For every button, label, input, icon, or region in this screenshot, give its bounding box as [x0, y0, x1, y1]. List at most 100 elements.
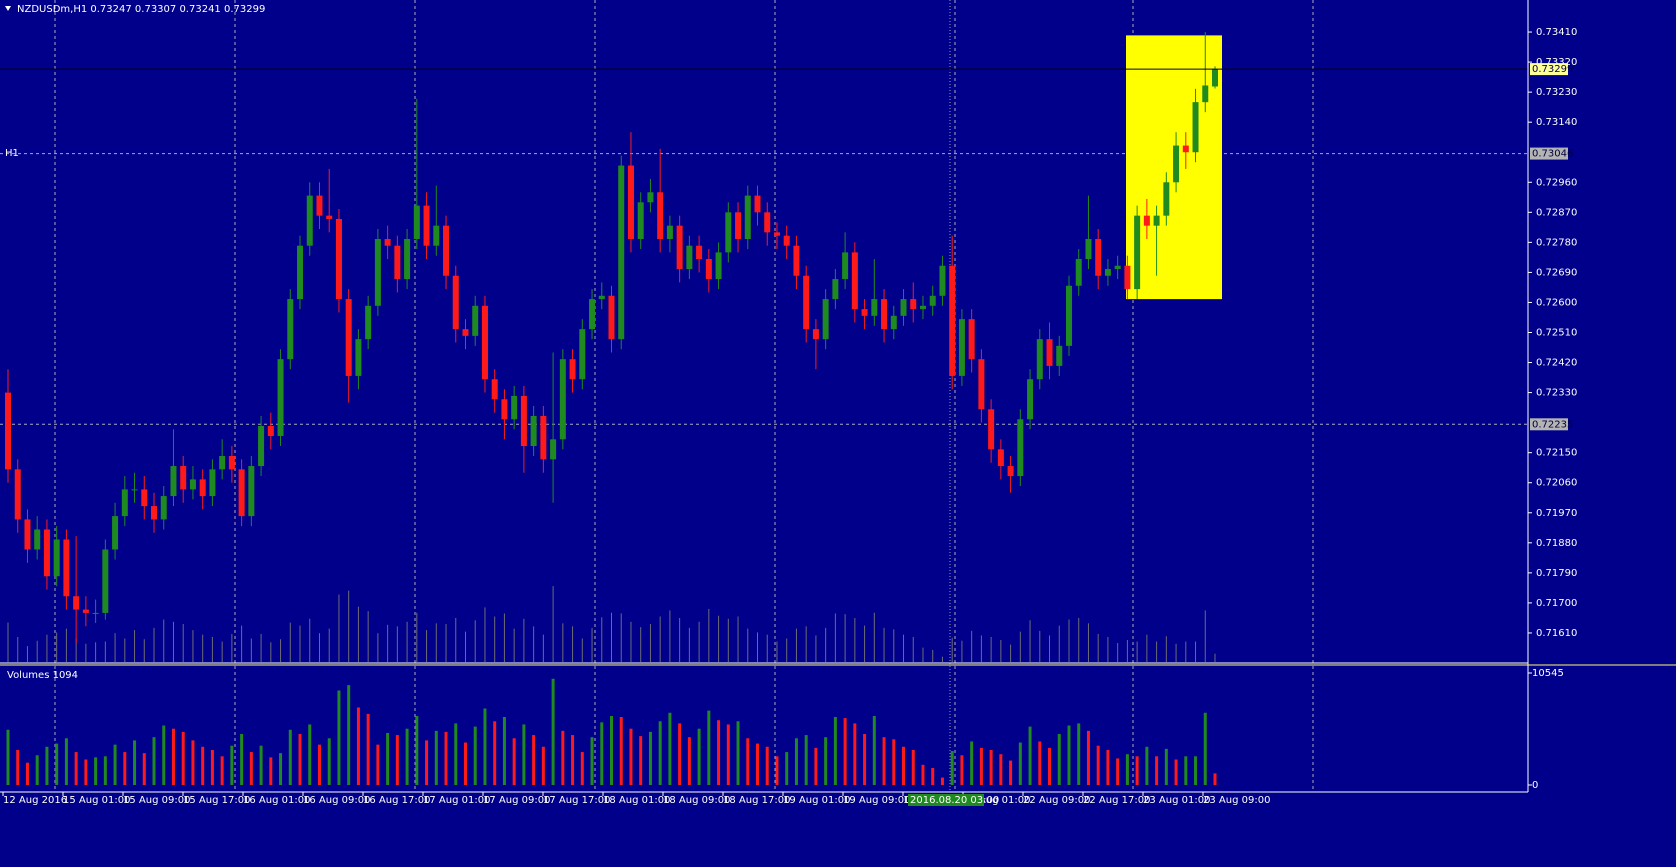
candle-body [744, 195, 751, 240]
plot-layer [0, 32, 1528, 785]
candle-body [715, 252, 722, 280]
chart-header: NZDUSDm,H1 0.73247 0.73307 0.73241 0.732… [17, 4, 265, 15]
y-tick-label: 0.72870 [1536, 207, 1577, 218]
candle-body [764, 212, 771, 233]
candle-body [559, 359, 566, 440]
candle-body [520, 395, 527, 447]
y-tick-label: 0.72600 [1536, 297, 1577, 308]
candle-body [842, 252, 849, 280]
x-tick-label: 15 Aug 01:00 [63, 795, 130, 806]
candle-body [822, 299, 829, 340]
candle-body [589, 299, 596, 330]
candle-body [404, 239, 411, 280]
candle-body [73, 596, 80, 610]
candle-body [579, 329, 586, 380]
candle-body [316, 195, 323, 216]
candle-body [550, 439, 557, 460]
candle-body [1143, 215, 1150, 226]
x-tick-label: 18 Aug 09:00 [663, 795, 730, 806]
candle-body [871, 299, 878, 316]
candle-body [384, 239, 391, 246]
level-tag-label: 0.73046 [1532, 149, 1573, 160]
x-tick-label: 18 Aug 01:00 [603, 795, 670, 806]
candle-body [1065, 285, 1072, 346]
y-tick-label: 0.73230 [1536, 87, 1577, 98]
volume-tick-label: 10545 [1532, 668, 1564, 679]
candle-body [851, 252, 858, 310]
candle-body [1212, 69, 1218, 87]
candle-body [34, 529, 41, 550]
candle-body [861, 309, 868, 316]
candle-body [1027, 379, 1034, 420]
x-tick-label: 12 Aug 2016 [3, 795, 67, 806]
candle-body [277, 359, 284, 436]
x-tick-label: 22 Aug 01:00 [963, 795, 1030, 806]
candle-body [1036, 339, 1043, 380]
candle-body [1163, 182, 1170, 216]
x-tick-label: 17 Aug 17:00 [543, 795, 610, 806]
candle-body [666, 225, 673, 240]
candle-body [82, 609, 89, 613]
candle-body [306, 195, 313, 246]
y-tick-label: 0.72060 [1536, 478, 1577, 489]
candle-body [1017, 419, 1024, 477]
candle-body [92, 612, 99, 614]
candle-body [910, 299, 917, 310]
candle-body [209, 469, 216, 497]
candle-body [267, 425, 274, 436]
candle-body [949, 265, 956, 376]
x-tick-label: 17 Aug 01:00 [423, 795, 490, 806]
candle-body [345, 299, 352, 376]
level-tag-label: 0.72235 [1532, 419, 1573, 430]
x-tick-label: 18 Aug 17:00 [723, 795, 790, 806]
candle-body [14, 469, 21, 520]
candle-body [647, 192, 654, 203]
candle-body [1124, 265, 1131, 290]
y-tick-label: 0.72330 [1536, 388, 1577, 399]
candle-body [1134, 215, 1141, 290]
candle-body [968, 319, 975, 360]
y-tick-label: 0.71700 [1536, 598, 1577, 609]
candle-body [1182, 145, 1189, 153]
candle-body [900, 299, 907, 316]
x-tick-label: 17 Aug 09:00 [483, 795, 550, 806]
x-tick-label: 15 Aug 09:00 [123, 795, 190, 806]
candle-body [754, 195, 761, 213]
candle-body [725, 212, 732, 253]
level-label: H1 [5, 148, 19, 159]
candle-body [511, 395, 518, 420]
bid-tag [1530, 63, 1568, 76]
candle-body [958, 319, 965, 376]
candle-body [1104, 269, 1111, 276]
candle-body [491, 379, 498, 400]
candle-body [443, 225, 450, 276]
y-tick-label: 0.73140 [1536, 117, 1577, 128]
candle-body [881, 299, 888, 330]
candle-body [1095, 239, 1102, 276]
x-tick-label: 16 Aug 01:00 [243, 795, 310, 806]
y-tick-label: 0.73320 [1536, 57, 1577, 68]
menu-triangle[interactable] [5, 6, 11, 11]
candle-body [501, 399, 508, 420]
candle-body [481, 305, 488, 380]
time-tag [908, 794, 984, 806]
candle-body [63, 539, 70, 597]
y-tick-label: 0.71790 [1536, 568, 1577, 579]
x-tick-label: 16 Aug 09:00 [303, 795, 370, 806]
y-tick-label: 0.72690 [1536, 267, 1577, 278]
candle-body [112, 516, 119, 550]
candle-body [121, 489, 128, 517]
candle-body [812, 329, 819, 340]
candle-body [326, 215, 333, 219]
candle-body [988, 409, 995, 450]
candle-body [160, 496, 167, 520]
x-tick-label: 15 Aug 17:00 [183, 795, 250, 806]
candle-body [1056, 345, 1063, 366]
candle-body [1153, 215, 1160, 226]
candle-body [219, 456, 226, 470]
candle-body [540, 415, 547, 460]
candle-body [24, 519, 31, 550]
